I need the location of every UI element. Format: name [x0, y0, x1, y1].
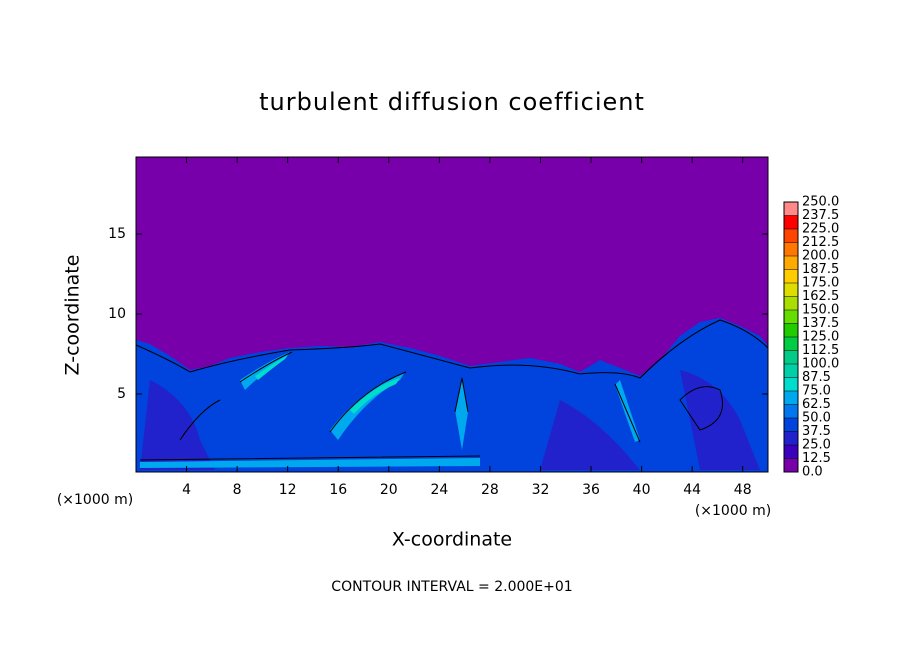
colorbar-band — [784, 350, 798, 364]
colorbar-band — [784, 391, 798, 405]
x-tick-label: 44 — [683, 482, 701, 498]
colorbar-label: 112.5 — [802, 343, 839, 358]
colorbar-label: 250.0 — [802, 195, 839, 210]
colorbar-band — [784, 364, 798, 378]
x-tick-label: 4 — [182, 482, 191, 498]
colorbar-band — [784, 458, 798, 472]
colorbar-band — [784, 283, 798, 297]
colorbar-band — [784, 269, 798, 283]
y-tick-label: 15 — [108, 226, 126, 242]
x-tick-label: 28 — [481, 482, 499, 498]
x-tick-label: 20 — [380, 482, 398, 498]
field-region — [136, 318, 768, 472]
colorbar-label: 175.0 — [802, 276, 839, 291]
x-tick-label: 32 — [532, 482, 550, 498]
colorbar-band — [784, 229, 798, 243]
x-tick-label: 8 — [233, 482, 242, 498]
x-tick-label: 24 — [430, 482, 448, 498]
colorbar-band — [784, 215, 798, 229]
colorbar-band — [784, 377, 798, 391]
contour-field — [135, 157, 769, 472]
y-axis-unit: (×1000 m) — [57, 492, 133, 508]
colorbar-band — [784, 202, 798, 216]
colorbar-band — [784, 418, 798, 432]
colorbar-label: 125.0 — [802, 330, 839, 345]
y-tick-label: 10 — [108, 306, 126, 322]
colorbar-band — [784, 323, 798, 337]
x-tick-label: 48 — [734, 482, 752, 498]
contour-line — [139, 351, 723, 461]
field-streak — [255, 355, 400, 414]
colorbar-label: 150.0 — [802, 303, 839, 318]
colorbar-band — [784, 296, 798, 310]
colorbar-label: 87.5 — [802, 370, 831, 385]
colorbar-band — [784, 310, 798, 324]
chart-title: turbulent diffusion coefficient — [259, 88, 645, 116]
x-tick-label: 16 — [329, 482, 347, 498]
contour-line — [135, 319, 769, 379]
colorbar-label: 62.5 — [802, 397, 831, 412]
colorbar-label: 225.0 — [802, 222, 839, 237]
colorbar-label: 162.5 — [802, 289, 839, 304]
colorbar-label: 0.0 — [802, 465, 823, 480]
colorbar-band — [784, 404, 798, 418]
colorbar-band — [784, 431, 798, 445]
x-tick-label: 36 — [582, 482, 600, 498]
y-axis-title: Z-coordinate — [62, 255, 84, 376]
x-tick-label: 12 — [279, 482, 297, 498]
colorbar-label: 137.5 — [802, 316, 839, 331]
colorbar-band — [784, 242, 798, 256]
colorbar-band — [784, 445, 798, 459]
colorbar-label: 37.5 — [802, 424, 831, 439]
colorbar-label: 25.0 — [802, 438, 831, 453]
colorbar-label: 212.5 — [802, 235, 839, 250]
field-region — [140, 370, 760, 470]
colorbar-label: 100.0 — [802, 357, 839, 372]
x-tick-label: 40 — [633, 482, 651, 498]
colorbar-band — [784, 337, 798, 351]
colorbar-label: 12.5 — [802, 451, 831, 466]
x-axis-unit: (×1000 m) — [695, 503, 771, 519]
colorbar-label: 200.0 — [802, 249, 839, 264]
colorbar-label: 50.0 — [802, 411, 831, 426]
colorbar-label: 187.5 — [802, 262, 839, 277]
x-axis-title: X-coordinate — [392, 529, 512, 551]
colorbar-label: 237.5 — [802, 208, 839, 223]
y-tick-label: 5 — [117, 386, 126, 402]
colorbar-band — [784, 256, 798, 270]
annotation: CONTOUR INTERVAL = 2.000E+01 — [331, 579, 572, 595]
colorbar-label: 75.0 — [802, 384, 831, 399]
